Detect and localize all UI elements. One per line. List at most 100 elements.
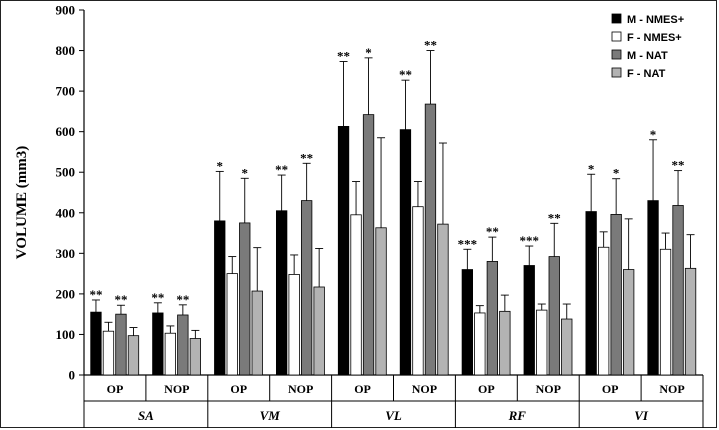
subgroup-label: OP	[478, 382, 495, 396]
bar	[561, 318, 573, 376]
y-tick-label: 600	[56, 124, 76, 139]
bar	[598, 246, 610, 376]
group-label: VL	[385, 408, 402, 423]
bar	[461, 269, 474, 376]
bar	[239, 222, 251, 376]
bar	[102, 330, 115, 376]
bar	[251, 290, 263, 376]
significance-label: **	[399, 67, 412, 82]
bar	[375, 227, 387, 376]
legend-label: M - NAT	[627, 50, 668, 62]
significance-label: **	[672, 158, 685, 173]
group-label: SA	[138, 408, 154, 423]
legend-swatch	[611, 31, 622, 42]
significance-label: **	[176, 292, 189, 307]
legend-label: F - NAT	[627, 68, 666, 80]
y-tick-label: 0	[69, 368, 76, 383]
bar	[313, 286, 325, 376]
subgroup-label: NOP	[288, 382, 313, 396]
bar	[412, 206, 424, 376]
significance-label: ***	[458, 236, 478, 251]
y-tick-label: 100	[56, 327, 76, 342]
bar	[399, 129, 412, 376]
chart-legend: M - NMES+ F - NMES+ M - NAT F - NAT	[611, 13, 684, 80]
legend-swatch	[611, 49, 622, 60]
group-label: VI	[634, 408, 649, 423]
bar	[474, 312, 486, 376]
significance-label: ***	[520, 233, 540, 248]
subgroup-label: OP	[602, 382, 619, 396]
y-tick-label: 300	[56, 246, 76, 261]
bar	[486, 261, 499, 376]
significance-label: *	[650, 127, 657, 142]
significance-label: **	[151, 290, 164, 305]
bar	[523, 265, 535, 376]
chart-bars	[90, 50, 697, 376]
subgroup-label: NOP	[536, 382, 561, 396]
legend-label: M - NMES+	[627, 14, 684, 26]
subgroup-label: OP	[354, 382, 371, 396]
significance-label: **	[89, 287, 102, 302]
significance-label: **	[114, 292, 127, 307]
significance-label: *	[365, 45, 372, 60]
legend-swatch	[611, 67, 622, 78]
bar	[647, 200, 659, 376]
group-label: RF	[508, 408, 527, 423]
bar	[164, 332, 177, 376]
subgroup-label: NOP	[412, 382, 437, 396]
significance-label: **	[548, 210, 561, 225]
bar	[623, 269, 635, 376]
bar	[659, 248, 672, 376]
significance-label: *	[588, 161, 595, 176]
significance-label: *	[613, 166, 620, 181]
subgroup-label: NOP	[164, 382, 189, 396]
y-tick-label: 700	[56, 84, 76, 99]
bar	[115, 313, 127, 376]
significance-label: **	[300, 150, 313, 165]
group-label: VM	[260, 408, 281, 423]
significance-label: **	[275, 162, 288, 177]
bar	[585, 211, 597, 376]
bar	[499, 310, 511, 376]
bar	[90, 311, 102, 376]
bar	[127, 335, 140, 376]
bar	[536, 309, 548, 376]
significance-label: **	[337, 49, 350, 64]
bar	[424, 103, 437, 376]
y-axis-label: VOLUME (mm3)	[14, 146, 30, 259]
significance-label: **	[424, 38, 437, 53]
legend-swatch	[611, 13, 622, 24]
bar	[189, 338, 202, 376]
legend-label: F - NMES+	[627, 32, 682, 44]
subgroup-label: OP	[107, 382, 124, 396]
significance-label: *	[242, 165, 249, 180]
bar	[177, 314, 189, 376]
significance-label: **	[486, 224, 499, 239]
bar	[226, 273, 238, 376]
bar	[288, 274, 300, 376]
subgroup-label: OP	[230, 382, 247, 396]
bar	[214, 220, 226, 376]
bar	[362, 114, 375, 376]
bar	[300, 200, 313, 376]
bar	[610, 213, 622, 376]
bar	[548, 256, 560, 376]
bar	[684, 267, 697, 376]
chart-axes: 0 100 200 300 400 500 600 700 800 900 VOLUME (mm3)	[14, 3, 704, 428]
y-tick-label: 500	[56, 165, 76, 180]
bar	[437, 223, 449, 376]
bar	[337, 125, 350, 376]
y-tick-label: 800	[56, 43, 76, 58]
subgroup-label: NOP	[659, 382, 684, 396]
y-tick-label: 200	[56, 286, 76, 301]
y-tick-label: 900	[56, 3, 76, 18]
bar	[275, 210, 288, 376]
bar	[152, 312, 164, 376]
y-tick-label: 400	[56, 205, 76, 220]
bar	[672, 205, 684, 376]
bar	[350, 214, 362, 376]
significance-label: *	[217, 158, 224, 173]
chart-labels: ** *** ********* ******* ****** *********OP NO…	[89, 38, 684, 423]
